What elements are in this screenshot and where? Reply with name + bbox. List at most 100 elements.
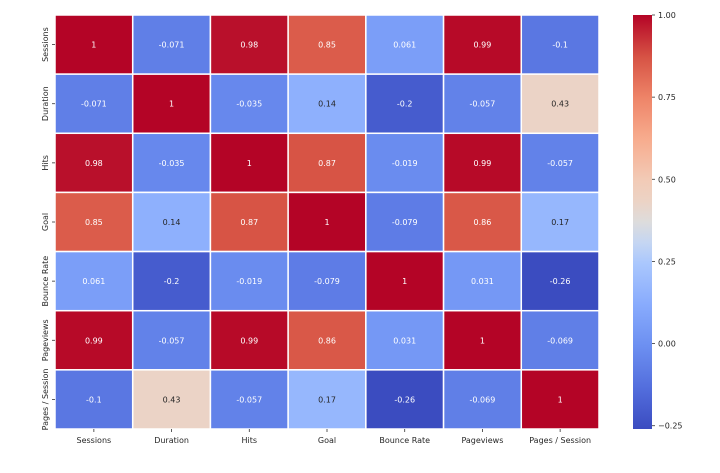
cell-annotation: 1 xyxy=(402,277,407,286)
cell-annotation: -0.057 xyxy=(236,395,262,404)
cell-annotation: 0.061 xyxy=(393,41,416,50)
heatmap-cell xyxy=(131,132,212,194)
cell-annotation: 0.031 xyxy=(393,336,416,345)
cell-annotation: 0.43 xyxy=(163,395,181,404)
heatmap-cell xyxy=(287,309,367,371)
x-tick-label: Hits xyxy=(242,436,258,445)
x-tick-label: Goal xyxy=(318,436,336,445)
cell-annotation: -0.057 xyxy=(547,159,573,168)
cell-annotation: 0.061 xyxy=(82,277,105,286)
y-tick-label: Pages / Session xyxy=(41,369,50,431)
heatmap-cells: 1 -0.071 0.98 0.85 0.061 0.99 -0.1 -0.071 1 -0.03… xyxy=(54,14,600,430)
colorbar-tick-label: −0.25 xyxy=(658,422,683,431)
cell-annotation: -0.2 xyxy=(397,100,413,109)
heatmap-cell xyxy=(365,369,445,430)
cell-annotation: 0.86 xyxy=(474,218,492,227)
heatmap-cell xyxy=(54,14,134,75)
cell-annotation: 0.14 xyxy=(163,218,181,227)
cell-annotation: 0.99 xyxy=(85,336,103,345)
heatmap-cell xyxy=(131,191,212,253)
cell-annotation: 0.87 xyxy=(240,218,258,227)
heatmap-cell xyxy=(209,73,289,135)
cell-annotation: -0.035 xyxy=(159,159,185,168)
heatmap-cell xyxy=(209,132,289,194)
y-tick-label: Goal xyxy=(41,213,50,231)
cell-annotation: -0.1 xyxy=(86,395,102,404)
x-tick-label: Pages / Session xyxy=(529,436,591,445)
x-tick-label: Bounce Rate xyxy=(379,436,430,445)
heatmap-cell xyxy=(131,309,212,371)
y-tick-label: Duration xyxy=(41,86,50,121)
colorbar-tick-label: 0.00 xyxy=(658,340,676,349)
cell-annotation: 0.86 xyxy=(318,336,336,345)
heatmap-cell xyxy=(442,191,523,253)
cell-annotation: 0.99 xyxy=(240,336,258,345)
cell-annotation: -0.1 xyxy=(552,41,568,50)
heatmap-cell xyxy=(442,369,523,430)
heatmap-cell xyxy=(520,132,600,194)
cell-annotation: 0.87 xyxy=(318,159,336,168)
cell-annotation: 1 xyxy=(324,218,329,227)
cell-annotation: 0.98 xyxy=(85,159,103,168)
colorbar-tick-label: 0.75 xyxy=(658,93,676,102)
x-tick-label: Pageviews xyxy=(461,436,503,445)
heatmap-cell xyxy=(131,14,212,75)
colorbar-tick-label: 0.25 xyxy=(658,257,676,266)
y-tick-label: Sessions xyxy=(41,27,50,62)
heatmap-cell xyxy=(54,250,134,312)
colorbar: −0.25 0.00 0.25 0.50 0.75 1.00 xyxy=(633,11,683,431)
heatmap-cell xyxy=(520,191,600,253)
heatmap-cell xyxy=(365,73,445,135)
cell-annotation: -0.069 xyxy=(470,395,496,404)
cell-annotation: 1 xyxy=(169,100,174,109)
heatmap-cell xyxy=(520,369,600,430)
heatmap-cell xyxy=(520,73,600,135)
heatmap-cell xyxy=(520,309,600,371)
cell-annotation: -0.057 xyxy=(470,100,496,109)
colorbar-tick-label: 0.50 xyxy=(658,175,676,184)
cell-annotation: -0.2 xyxy=(164,277,180,286)
heatmap-cell xyxy=(209,250,289,312)
x-axis-labels: Sessions Duration Hits Goal Bounce Rate Pagev… xyxy=(77,429,591,445)
colorbar-gradient xyxy=(633,15,652,429)
cell-annotation: -0.035 xyxy=(236,100,262,109)
y-tick-label: Bounce Rate xyxy=(41,256,50,307)
heatmap-cell xyxy=(287,132,367,194)
cell-annotation: 0.031 xyxy=(471,277,494,286)
cell-annotation: 1 xyxy=(247,159,252,168)
x-tick-label: Sessions xyxy=(77,436,112,445)
heatmap-cell xyxy=(54,309,134,371)
heatmap-cell xyxy=(54,191,134,253)
cell-annotation: -0.26 xyxy=(550,277,571,286)
cell-annotation: 0.14 xyxy=(318,100,336,109)
cell-annotation: 0.17 xyxy=(318,395,336,404)
cell-annotation: 0.98 xyxy=(240,41,258,50)
cell-annotation: 0.85 xyxy=(318,41,336,50)
cell-annotation: -0.019 xyxy=(392,159,418,168)
cell-annotation: -0.071 xyxy=(81,100,107,109)
cell-annotation: -0.079 xyxy=(392,218,418,227)
cell-annotation: -0.057 xyxy=(159,336,185,345)
cell-annotation: 1 xyxy=(91,41,96,50)
x-tick-label: Duration xyxy=(154,436,189,445)
heatmap-cell xyxy=(209,369,289,430)
cell-annotation: -0.069 xyxy=(547,336,573,345)
cell-annotation: 0.85 xyxy=(85,218,103,227)
y-tick-label: Hits xyxy=(41,155,50,171)
colorbar-tick-label: 1.00 xyxy=(658,11,676,20)
heatmap-cell xyxy=(442,14,523,75)
cell-annotation: 1 xyxy=(480,336,485,345)
cell-annotation: -0.26 xyxy=(394,395,415,404)
y-axis-labels: Sessions Duration Hits Goal Bounce Rate Pagev… xyxy=(41,27,55,430)
cell-annotation: 1 xyxy=(558,395,563,404)
cell-annotation: -0.071 xyxy=(159,41,185,50)
heatmap-cell xyxy=(442,132,523,194)
y-tick-label: Pageviews xyxy=(41,319,50,361)
cell-annotation: -0.019 xyxy=(236,277,262,286)
cell-annotation: 0.99 xyxy=(474,41,492,50)
heatmap-cell xyxy=(365,309,445,371)
cell-annotation: 0.17 xyxy=(551,218,569,227)
cell-annotation: 0.43 xyxy=(551,100,569,109)
heatmap-cell xyxy=(365,132,445,194)
